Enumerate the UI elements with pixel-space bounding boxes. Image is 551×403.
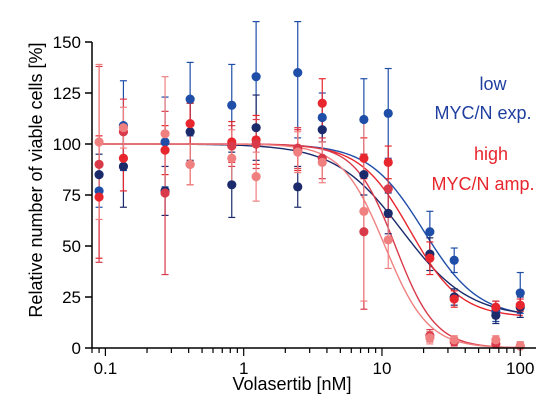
data-point-s0 <box>515 288 525 298</box>
data-point-s0 <box>449 255 459 265</box>
data-point-s0 <box>293 68 303 78</box>
y-tick-label: 25 <box>62 288 81 307</box>
data-point-s2 <box>94 192 104 202</box>
data-point-s4 <box>160 129 170 139</box>
data-point-s1 <box>227 180 237 190</box>
data-point-s4 <box>317 157 327 167</box>
data-point-s4 <box>383 235 393 245</box>
data-point-s1 <box>94 170 104 180</box>
data-point-s2 <box>160 145 170 155</box>
x-tick-label: 0.1 <box>94 359 118 378</box>
y-ticks: 0 25 50 75 100 125 150 <box>53 33 92 358</box>
data-point-s0 <box>359 114 369 125</box>
data-point-s4 <box>251 172 261 182</box>
legend-low-line2: MYC/N exp. <box>434 103 531 123</box>
data-point-s2 <box>449 294 459 304</box>
data-point-s2 <box>491 302 501 312</box>
x-tick-label: 1 <box>239 359 248 378</box>
fit-curve-1 <box>96 143 523 314</box>
fit-curve-0 <box>96 143 523 314</box>
data-point-s4 <box>425 333 435 343</box>
x-ticks: 0.1 1 10 100 <box>91 348 534 378</box>
data-point-s1 <box>185 127 195 137</box>
data-point-s2 <box>425 253 435 263</box>
y-tick-label: 100 <box>53 135 81 154</box>
data-point-s1 <box>359 170 369 180</box>
data-point-s3 <box>227 141 237 151</box>
data-point-s0 <box>425 227 435 237</box>
data-point-s0 <box>227 100 237 110</box>
y-axis-title: Relative number of viable cells [%] <box>26 42 46 317</box>
data-point-s4 <box>185 159 195 169</box>
data-point-s1 <box>317 125 327 135</box>
data-point-s4 <box>491 335 501 345</box>
y-tick-label: 150 <box>53 33 81 52</box>
data-point-s0 <box>160 137 170 147</box>
data-point-s2 <box>359 153 369 163</box>
data-point-s4 <box>449 335 459 345</box>
data-point-s2 <box>118 153 129 163</box>
legend-high-line2: MYC/N amp. <box>431 174 534 194</box>
data-point-s2 <box>383 157 393 167</box>
data-point-s1 <box>491 310 501 320</box>
data-point-s2 <box>317 98 327 108</box>
data-point-s3 <box>251 139 261 149</box>
x-axis-title: Volasertib [nM] <box>232 374 351 394</box>
data-point-s3 <box>94 159 104 169</box>
data-point-s4 <box>293 147 303 157</box>
data-point-s1 <box>251 123 261 133</box>
data-point-s0 <box>317 112 327 123</box>
x-tick-label: 100 <box>506 359 534 378</box>
data-point-s4 <box>227 153 237 163</box>
y-tick-label: 0 <box>72 339 81 358</box>
y-tick-label: 50 <box>62 237 81 256</box>
data-point-s3 <box>383 184 393 194</box>
data-point-s2 <box>185 119 195 129</box>
legend-high-line1: high <box>474 144 508 164</box>
legend: low MYC/N exp. high MYC/N amp. <box>431 74 534 194</box>
data-point-s0 <box>185 94 195 104</box>
legend-low-line1: low <box>479 74 507 94</box>
data-point-s0 <box>383 108 393 118</box>
x-tick-label: 10 <box>373 359 392 378</box>
data-point-s3 <box>359 227 369 237</box>
data-point-s1 <box>118 161 129 172</box>
data-points <box>94 68 525 351</box>
data-point-s1 <box>293 182 303 192</box>
data-point-s1 <box>383 208 393 218</box>
data-point-s3 <box>160 188 170 198</box>
y-tick-label: 125 <box>53 84 81 103</box>
y-tick-label: 75 <box>62 186 81 205</box>
data-point-s4 <box>118 123 129 133</box>
data-point-s2 <box>515 300 525 310</box>
data-point-s0 <box>251 72 261 82</box>
data-point-s4 <box>94 137 104 147</box>
data-point-s4 <box>359 206 369 216</box>
